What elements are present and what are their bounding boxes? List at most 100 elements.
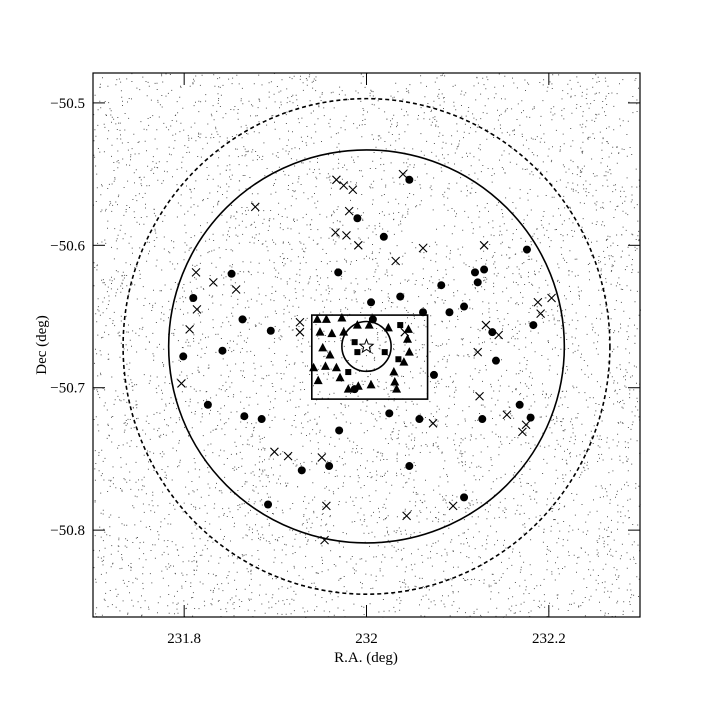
y-tick-label: −50.7 [50, 381, 85, 397]
region-ellipse [122, 97, 611, 596]
x-axis-label: R.A. (deg) [334, 650, 398, 666]
point-triangle [325, 349, 335, 359]
point-circle [335, 426, 344, 435]
point-triangle [343, 384, 353, 393]
point-circle [460, 302, 469, 311]
point-circle [367, 298, 376, 307]
point-cross [473, 347, 483, 357]
point-cross [344, 206, 354, 216]
point-triangle [392, 384, 402, 393]
y-axis-label: Dec (deg) [34, 315, 50, 375]
point-circle [385, 409, 394, 418]
point-cross [494, 330, 504, 340]
point-cross [320, 535, 329, 545]
point-cross [398, 169, 408, 179]
point-cross [231, 285, 241, 294]
point-cross [402, 511, 412, 521]
point-cross [342, 230, 351, 240]
point-triangle [339, 327, 349, 336]
point-circle [334, 268, 343, 277]
point-circle [179, 352, 188, 361]
y-tick-label: −50.6 [50, 238, 85, 254]
point-star [358, 338, 375, 354]
point-circle [405, 175, 414, 184]
point-circle [379, 232, 388, 241]
point-cross [533, 297, 543, 307]
x-tick-label: 231.8 [167, 631, 201, 647]
region-rect [310, 314, 429, 400]
point-circle [429, 370, 438, 379]
y-tick-label: −50.5 [50, 96, 85, 112]
point-cross [521, 420, 531, 430]
point-circle [478, 415, 487, 424]
point-triangle [399, 357, 409, 366]
point-square [345, 369, 352, 376]
point-triangle [404, 347, 414, 356]
point-cross [547, 293, 556, 303]
point-cross [332, 175, 341, 185]
point-triangle [318, 342, 328, 352]
point-triangle [312, 314, 322, 323]
point-circle [368, 315, 377, 324]
point-circle [522, 245, 531, 254]
point-cross [418, 243, 428, 253]
point-circle [325, 462, 334, 471]
point-cross [250, 202, 260, 212]
point-triangle [403, 324, 413, 333]
point-cross [348, 185, 358, 195]
point-circle [529, 321, 538, 330]
point-circle [227, 269, 236, 278]
x-tick-label: 232 [355, 631, 378, 647]
point-cross [295, 317, 305, 327]
point-circle [419, 308, 428, 317]
point-cross [391, 256, 401, 266]
point-cross [321, 501, 331, 511]
point-cross [518, 427, 527, 437]
point-cross [295, 327, 305, 337]
point-circle [238, 315, 247, 324]
point-cross [448, 501, 458, 511]
point-cross [185, 324, 195, 334]
point-circle [460, 493, 469, 502]
point-triangle [352, 320, 362, 329]
point-square [397, 322, 404, 329]
point-triangle [320, 361, 330, 370]
point-circle [405, 462, 414, 471]
point-circle [473, 278, 482, 287]
point-cross [502, 410, 512, 420]
point-circle [264, 500, 273, 509]
point-triangle [389, 367, 399, 376]
point-circle [257, 415, 266, 424]
point-triangle [327, 328, 337, 338]
point-circle [297, 466, 306, 475]
point-cross [283, 451, 293, 461]
point-triangle [313, 375, 323, 385]
point-cross [481, 320, 491, 330]
point-square [381, 349, 388, 356]
point-triangle [364, 320, 374, 329]
point-cross [317, 453, 327, 462]
point-cross [192, 305, 202, 314]
point-circle [353, 214, 362, 223]
point-cross [270, 447, 279, 457]
point-triangle [335, 372, 345, 382]
point-triangle [366, 379, 376, 389]
point-triangle [337, 312, 347, 322]
point-circle [488, 328, 497, 337]
point-triangle [403, 334, 413, 343]
point-circle [526, 413, 535, 422]
point-cross [331, 228, 340, 237]
point-cross [191, 267, 201, 277]
point-circle [396, 292, 405, 301]
point-circle [415, 415, 424, 424]
point-triangle [321, 314, 331, 323]
point-circle [470, 268, 479, 277]
point-cross [177, 379, 186, 388]
point-square [354, 349, 361, 356]
point-circle [218, 346, 227, 355]
point-cross [208, 277, 218, 287]
point-cross [475, 391, 484, 401]
x-tick-label: 232.2 [532, 631, 566, 647]
point-circle [266, 326, 275, 335]
point-square [351, 339, 358, 346]
